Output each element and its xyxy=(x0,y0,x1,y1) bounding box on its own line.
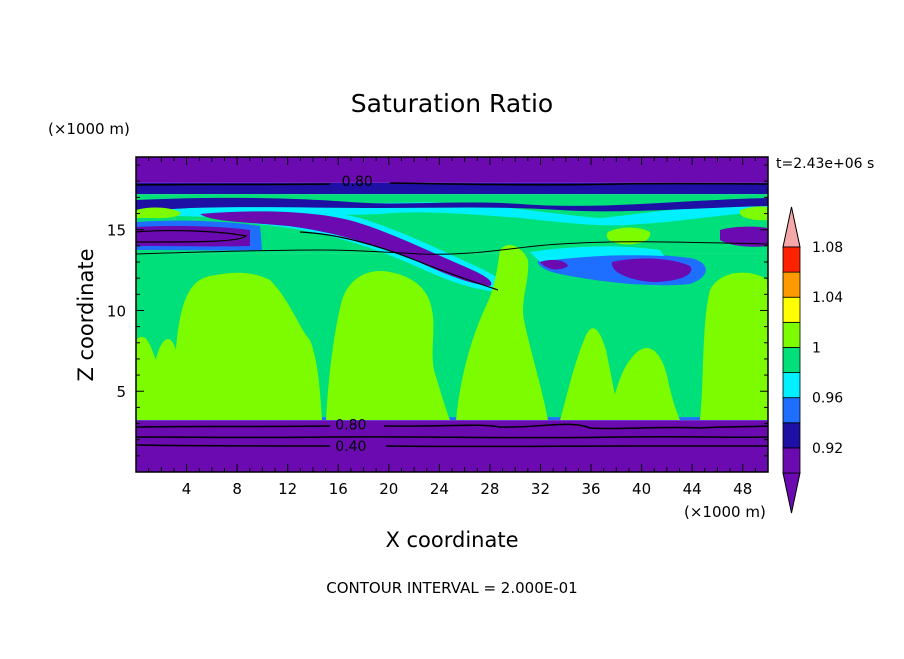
lime-plume-3 xyxy=(456,245,548,420)
contour-labels: 0.80 0.80 0.40 xyxy=(335,174,372,455)
upper-green-right xyxy=(740,206,768,221)
upper-purple-layer-left xyxy=(136,226,250,247)
upper-lime-blob-right xyxy=(606,227,651,245)
colorbar-bin-7 xyxy=(782,271,801,298)
slanted-cyan-tongue xyxy=(200,208,508,292)
lime-plume-5 xyxy=(610,348,680,420)
x-tick-label-24: 24 xyxy=(430,480,449,498)
lime-plume-2 xyxy=(326,271,450,420)
colorbar-bin-6 xyxy=(782,296,801,323)
slanted-purple-tongue xyxy=(200,211,492,286)
colorbar: 0.92 0.96 1 1.04 1.08 xyxy=(782,206,843,514)
colorbar-bin-2 xyxy=(782,397,801,424)
x-tick-label-8: 8 xyxy=(232,480,242,498)
upper-green-left xyxy=(136,207,181,219)
colorbar-under-arrow xyxy=(782,472,801,514)
time-label: t=2.43e+06 s xyxy=(776,156,874,172)
field-band-1 xyxy=(136,182,768,195)
contour-label-0: 0.80 xyxy=(342,174,373,190)
y-tick-label-15: 15 xyxy=(107,222,126,240)
contour-green-top xyxy=(136,241,768,255)
y-axis: 5 10 15 xyxy=(107,164,768,457)
x-tick-label-32: 32 xyxy=(531,480,550,498)
y-axis-label: Z coordinate xyxy=(74,248,98,381)
y-tick-label-5: 5 xyxy=(116,383,126,401)
contour-upper-080 xyxy=(136,182,768,186)
x-axis-label: X coordinate xyxy=(385,528,518,552)
right-purple-speck xyxy=(540,259,568,270)
colorbar-bin-0 xyxy=(782,447,801,474)
x-tick-label-28: 28 xyxy=(480,480,499,498)
x-tick-label-20: 20 xyxy=(379,480,398,498)
chart-title: Saturation Ratio xyxy=(351,89,553,118)
x-tick-label-40: 40 xyxy=(632,480,651,498)
x-tick-label-16: 16 xyxy=(329,480,348,498)
field-band-0 xyxy=(136,157,768,183)
x-tick-label-36: 36 xyxy=(581,480,600,498)
colorbar-bin-8 xyxy=(782,246,801,273)
upper-purple-layer-right xyxy=(720,226,768,247)
colorbar-label-0: 0.92 xyxy=(812,441,843,457)
field-band-4 xyxy=(136,417,768,421)
colorbar-label-3: 1.04 xyxy=(812,290,843,306)
colorbar-over-arrow xyxy=(782,206,801,248)
lime-plume-6 xyxy=(700,272,768,420)
x-unit-label: (×1000 m) xyxy=(684,503,766,521)
contour-lower-040 xyxy=(136,444,768,448)
colorbar-bin-3 xyxy=(782,372,801,399)
x-axis: 4 8 12 16 20 24 28 32 36 40 44 48 xyxy=(148,157,756,498)
lime-plume-1 xyxy=(136,272,322,420)
x-tick-label-48: 48 xyxy=(733,480,752,498)
contour-layer-edge xyxy=(136,230,248,243)
x-tick-label-44: 44 xyxy=(683,480,702,498)
right-purple-patch xyxy=(611,258,692,282)
colorbar-bin-5 xyxy=(782,321,801,348)
contour-interval-label: CONTOUR INTERVAL = 2.000E-01 xyxy=(326,579,577,597)
contour-lines xyxy=(136,182,768,448)
contour-label-1: 0.80 xyxy=(335,417,366,433)
right-cyan-patch xyxy=(530,246,664,262)
contour-lower-080 xyxy=(136,423,768,430)
colorbar-bin-4 xyxy=(782,347,801,373)
colorbar-label-2: 1 xyxy=(812,340,821,356)
x-tick-label-12: 12 xyxy=(278,480,297,498)
colorbar-bin-1 xyxy=(782,422,801,449)
contour-tongue-edge xyxy=(299,231,499,291)
y-unit-label: (×1000 m) xyxy=(48,120,130,138)
x-tick-label-4: 4 xyxy=(182,480,192,498)
lime-plume-4 xyxy=(560,328,620,420)
y-tick-label-10: 10 xyxy=(107,302,126,320)
colorbar-label-4: 1.08 xyxy=(812,240,843,256)
contour-lower-060 xyxy=(136,435,768,439)
colorbar-label-1: 0.96 xyxy=(812,391,843,407)
contour-label-2: 0.40 xyxy=(335,439,366,455)
upper-navy-band xyxy=(136,197,768,212)
